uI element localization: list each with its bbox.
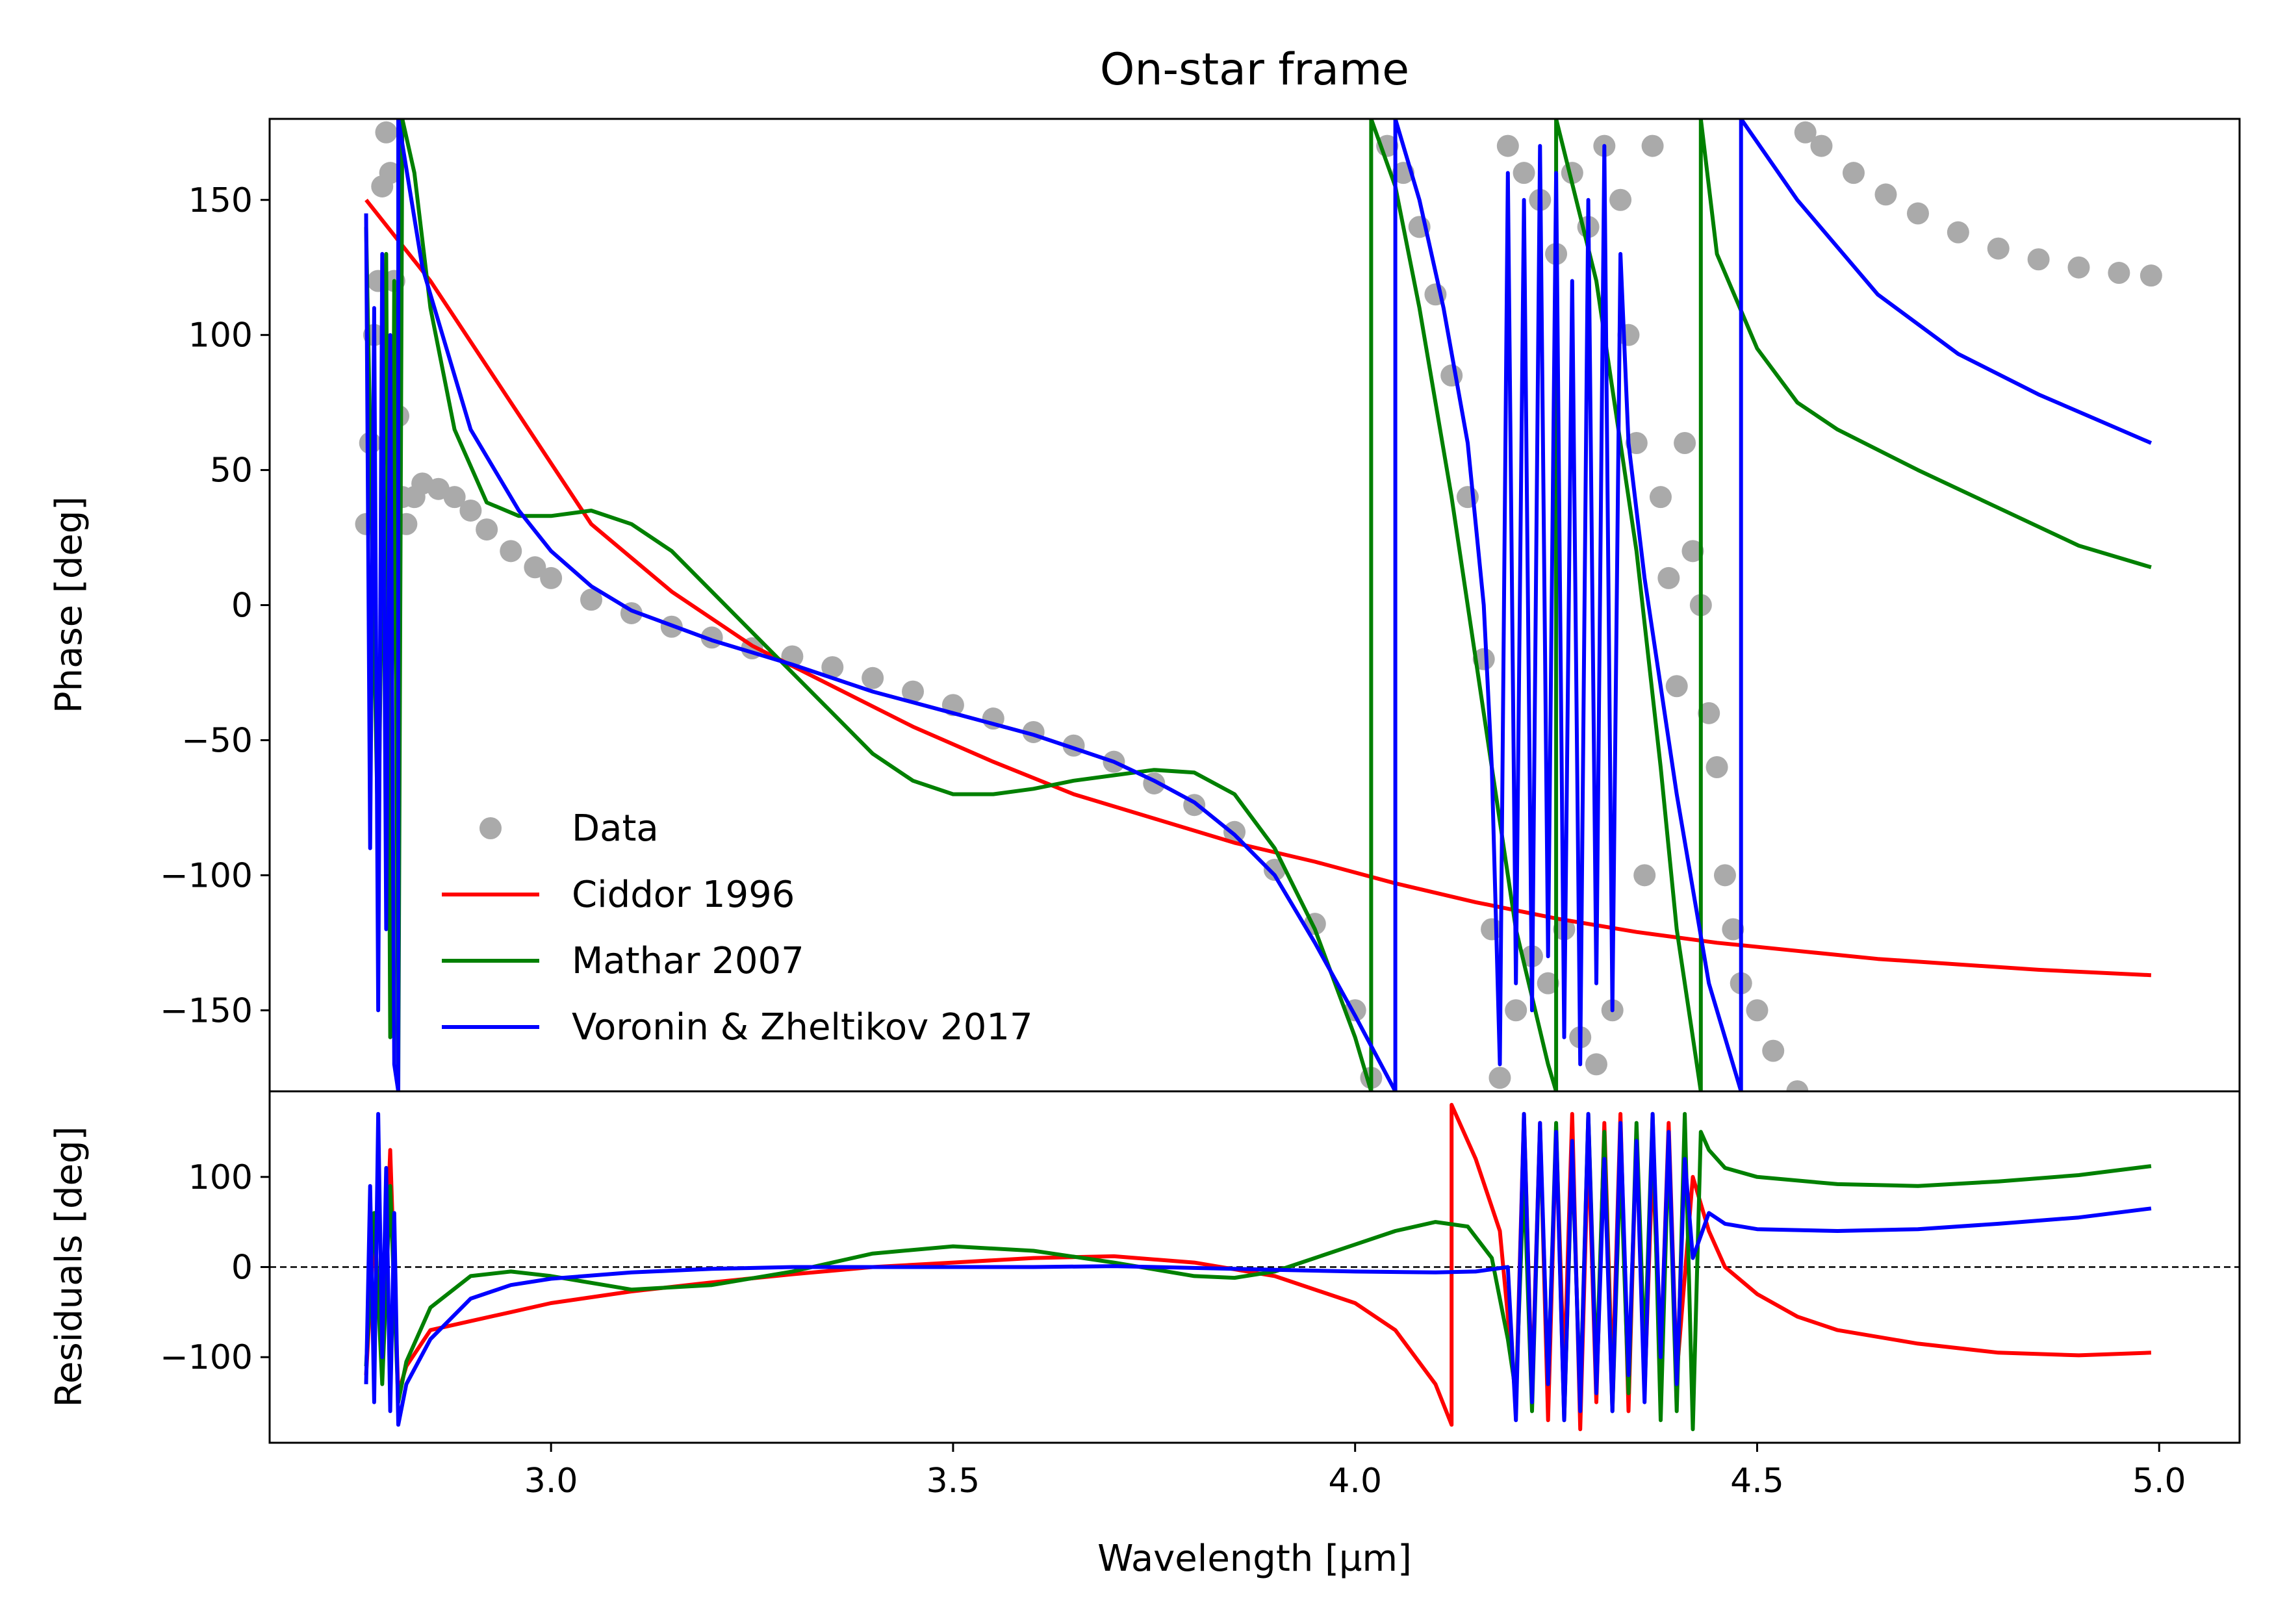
data-point <box>1681 540 1704 563</box>
data-point <box>1657 566 1680 589</box>
data-point <box>1698 702 1720 724</box>
data-point <box>2108 262 2130 285</box>
data-point <box>1263 859 1286 882</box>
data-point <box>500 540 522 563</box>
y-tick-label: −100 <box>160 856 253 895</box>
data-point <box>1794 121 1817 144</box>
y-tick-label: 50 <box>210 451 253 490</box>
data-point <box>443 486 466 509</box>
residuals-plot-frame <box>268 1090 2241 1444</box>
legend-label-voronin: Voronin & Zheltikov 2017 <box>572 1006 1033 1048</box>
legend-label-mathar: Mathar 2007 <box>572 940 804 982</box>
data-point <box>1513 162 1535 184</box>
series-line-mathar-2007 <box>364 119 2152 1091</box>
data-point <box>1706 756 1728 778</box>
data-point <box>1722 918 1744 941</box>
legend: Data Ciddor 1996 Mathar 2007 Voronin & Z… <box>442 807 1033 1048</box>
chart-title: On-star frame <box>1100 44 1409 95</box>
y-tick-label: 150 <box>188 181 253 220</box>
y-tick-label: 100 <box>188 316 253 355</box>
main-y-axis-label: Phase [deg] <box>48 496 90 713</box>
data-point <box>1947 221 1969 244</box>
data-point <box>1713 864 1736 887</box>
residuals-y-axis-label: Residuals [deg] <box>48 1126 90 1408</box>
y-tick-label: 0 <box>231 1249 253 1288</box>
y-tick-label: −150 <box>160 991 253 1030</box>
data-point <box>1440 364 1463 387</box>
legend-label-ciddor: Ciddor 1996 <box>572 874 795 916</box>
residual-line-mathar-2007 <box>364 1111 2152 1432</box>
data-point <box>1674 432 1696 454</box>
data-point <box>1609 188 1632 211</box>
y-tick-label: 100 <box>188 1158 253 1197</box>
data-point <box>862 666 884 689</box>
data-point <box>375 121 398 144</box>
y-tick-label: 0 <box>231 587 253 626</box>
residuals-panel: −100 0 100 3.0 3.5 4.0 4.5 5.0 <box>160 1090 2241 1501</box>
legend-marker-data <box>479 817 502 839</box>
x-tick-label: 4.5 <box>1730 1462 1784 1501</box>
data-point <box>1649 486 1672 509</box>
data-point <box>1842 162 1865 184</box>
main-plot-frame <box>268 118 2241 1093</box>
data-point <box>1762 1039 1785 1062</box>
data-point <box>1488 1067 1511 1089</box>
data-point <box>1496 134 1519 157</box>
data-point <box>379 162 402 184</box>
data-point <box>540 566 563 589</box>
data-point <box>2140 264 2162 287</box>
x-tick-label: 5.0 <box>2132 1462 2186 1501</box>
data-point <box>2027 248 2050 271</box>
residual-line-voronin-zheltikov-2017 <box>364 1111 2152 1427</box>
data-point <box>2067 256 2090 279</box>
legend-label-data: Data <box>572 807 659 850</box>
data-point <box>476 518 498 541</box>
x-tick-label: 3.5 <box>926 1462 980 1501</box>
data-point <box>580 589 603 611</box>
data-point <box>1987 237 2010 260</box>
data-point <box>1786 1080 1809 1091</box>
data-point <box>1585 1053 1607 1076</box>
data-point <box>821 656 844 679</box>
y-tick-label: −50 <box>181 721 253 760</box>
data-point <box>1665 675 1688 698</box>
x-tick-label: 4.0 <box>1328 1462 1382 1501</box>
data-point <box>1906 202 1929 225</box>
y-tick-label: −100 <box>160 1338 253 1377</box>
data-point <box>1537 972 1559 995</box>
x-tick-label: 3.0 <box>524 1462 578 1501</box>
data-point <box>1633 864 1656 887</box>
data-point <box>1641 134 1664 157</box>
data-point <box>1874 183 1897 206</box>
data-point <box>1505 999 1527 1022</box>
data-point <box>1746 999 1769 1022</box>
main-panel: −150 −100 −50 0 50 100 150 <box>160 118 2241 1093</box>
data-point <box>1810 134 1833 157</box>
data-point <box>902 680 925 703</box>
x-axis-label: Wavelength [µm] <box>1097 1538 1412 1580</box>
series-line-ciddor-1996 <box>364 198 2152 978</box>
series-line-voronin-zheltikov-2017 <box>364 119 2153 1091</box>
data-point <box>524 556 546 579</box>
data-point <box>459 499 482 522</box>
